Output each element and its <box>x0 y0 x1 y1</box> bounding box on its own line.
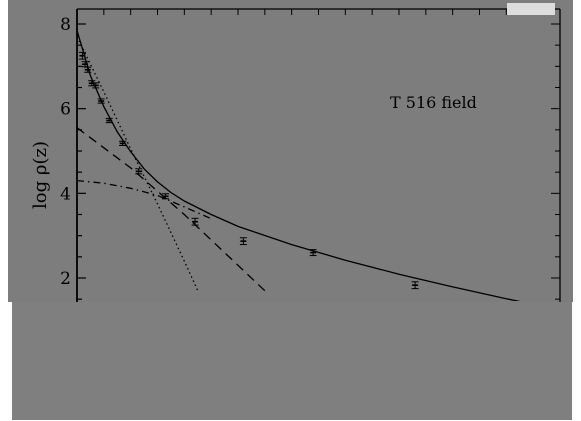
data-point <box>191 217 199 226</box>
data-point <box>239 237 247 246</box>
data-points <box>78 51 419 290</box>
curve-dashed <box>77 127 266 292</box>
data-point <box>135 168 143 175</box>
y-tick-label: 6 <box>60 100 71 120</box>
data-point <box>84 66 92 73</box>
model-curves <box>77 30 521 301</box>
y-tick-label: 8 <box>60 15 71 35</box>
y-tick-label: 2 <box>60 269 71 289</box>
y-tick-label: 4 <box>60 184 71 204</box>
data-point <box>162 193 170 200</box>
data-point <box>97 98 105 104</box>
data-point <box>119 140 127 146</box>
lower-band <box>12 302 572 420</box>
figure-background <box>8 0 573 302</box>
curve-dashdot <box>77 179 212 220</box>
top-right-patch <box>507 3 555 15</box>
data-point <box>105 117 113 124</box>
data-point <box>309 249 317 257</box>
data-point <box>411 281 419 290</box>
curve-solid <box>77 30 521 301</box>
x-ticks <box>76 9 561 15</box>
field-annotation: T 516 field <box>390 93 477 112</box>
data-point <box>78 51 86 60</box>
data-point <box>92 82 100 89</box>
curve-dotted <box>77 36 199 291</box>
y-axis-label: log ρ(z) <box>30 141 51 209</box>
